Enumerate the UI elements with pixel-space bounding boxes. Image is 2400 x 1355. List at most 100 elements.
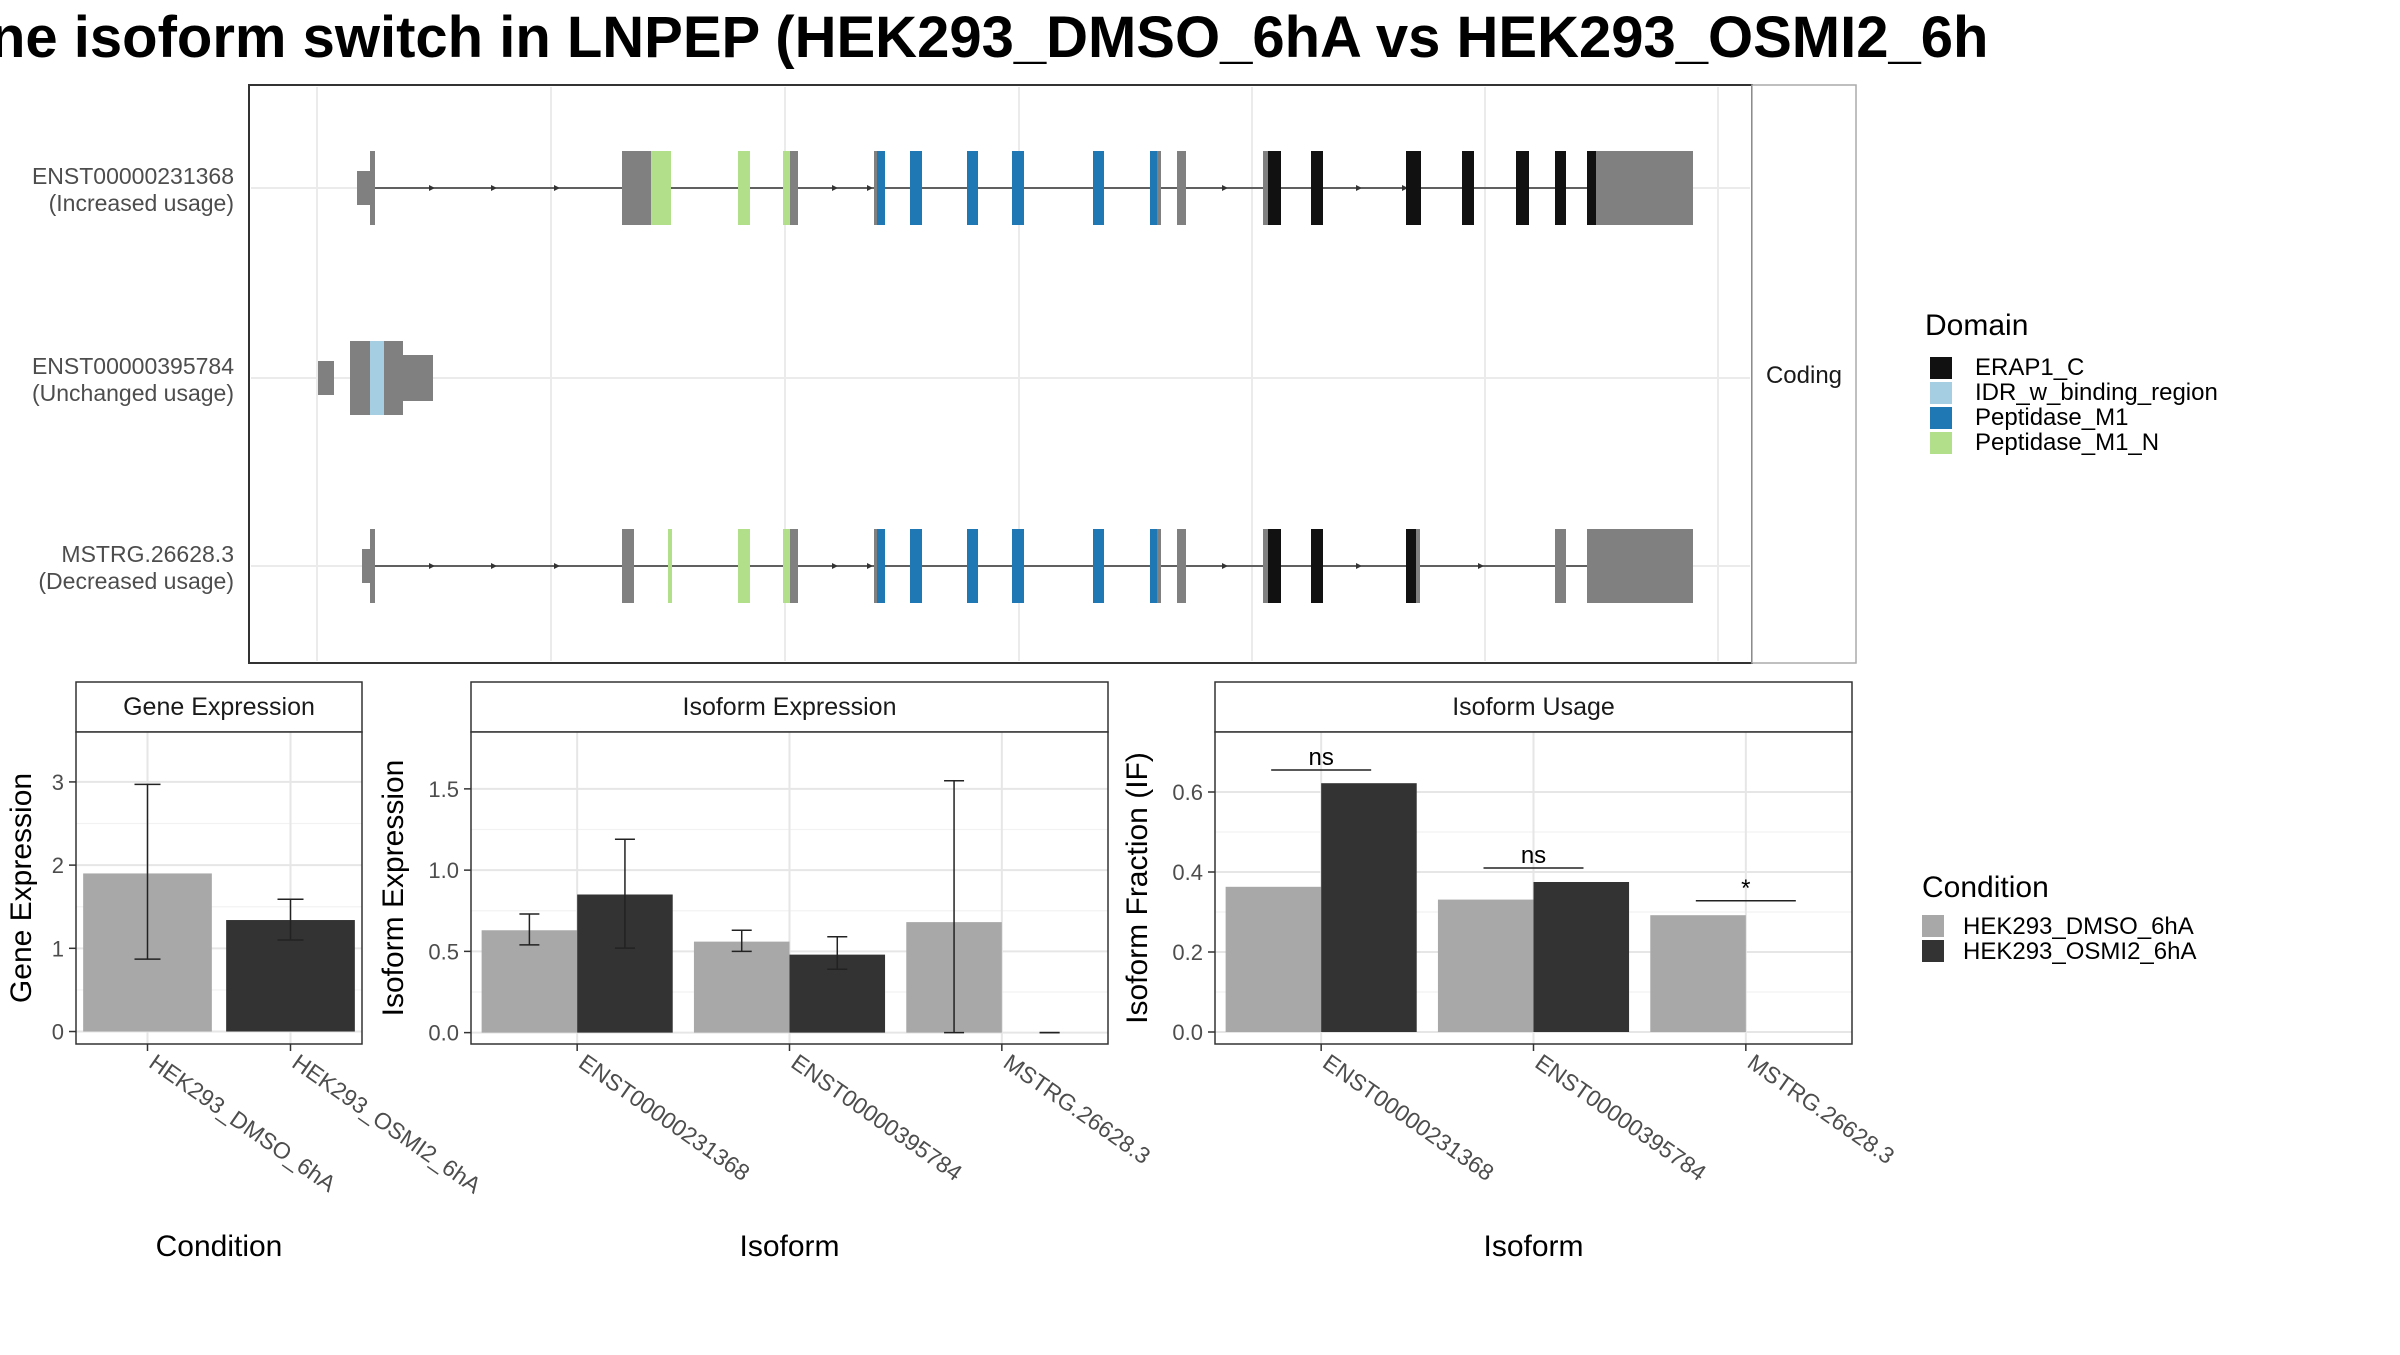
exon	[874, 529, 877, 603]
utr-block	[318, 361, 334, 395]
transcript-id: ENST00000395784	[32, 353, 234, 379]
transcript-usage: (Unchanged usage)	[32, 380, 234, 406]
panel-strip	[75, 681, 363, 733]
domain-peptidase-m1	[1150, 151, 1157, 225]
domain-legend: Domain ERAP1_CIDR_w_binding_regionPeptid…	[1925, 309, 2218, 456]
gene-expression-panel: Gene Expression0123HEK293_DMSO_6hAHEK293…	[5, 681, 486, 1263]
legend-key	[1922, 915, 1944, 937]
x-axis-title: Isoform	[1483, 1230, 1583, 1263]
y-tick-label: 0.5	[428, 939, 459, 964]
transcript-usage: (Decreased usage)	[38, 568, 234, 594]
utr-block	[1602, 151, 1693, 225]
domain-peptidase-m1	[1012, 529, 1024, 603]
strand-arrow	[491, 185, 497, 191]
domain-peptidase-m1	[1093, 529, 1104, 603]
domain-peptidase-m1	[967, 529, 978, 603]
domain-peptidase-m1	[877, 151, 885, 225]
exon	[1587, 529, 1600, 603]
strand-arrow	[1478, 563, 1484, 569]
exon	[1177, 151, 1186, 225]
exon	[874, 151, 877, 225]
domain-erap1-c	[1406, 151, 1421, 225]
y-tick-label: 0.6	[1172, 780, 1203, 805]
legend-label: IDR_w_binding_region	[1975, 379, 2218, 406]
exon	[1263, 151, 1268, 225]
utr-block	[357, 171, 370, 205]
bar	[1533, 882, 1630, 1032]
strand-arrow	[429, 563, 435, 569]
structure-marks	[318, 151, 1693, 603]
utr-block	[362, 549, 370, 583]
domain-legend-title: Domain	[1925, 309, 2028, 342]
strand-arrow	[1222, 563, 1228, 569]
strand-arrow	[554, 185, 560, 191]
utr-block	[403, 355, 433, 401]
y-axis-title: Gene Expression	[5, 773, 38, 1003]
strand-arrow	[832, 185, 838, 191]
x-tick-label: ENST00000395784	[787, 1049, 968, 1186]
exon	[622, 151, 651, 225]
condition-legend-title: Condition	[1922, 871, 2049, 904]
legend-label: Peptidase_M1	[1975, 404, 2128, 431]
exon	[370, 529, 375, 603]
legend-key	[1930, 407, 1952, 429]
domain-erap1-c	[1268, 151, 1281, 225]
legend-label: ERAP1_C	[1975, 354, 2084, 381]
transcript-id: ENST00000231368	[32, 163, 234, 189]
strand-arrow	[867, 185, 873, 191]
domain-peptidase-m1	[910, 529, 922, 603]
domain-erap1-c	[1268, 529, 1281, 603]
exon	[1177, 529, 1186, 603]
significance-label: ns	[1308, 744, 1333, 771]
panel-strip	[1214, 681, 1853, 733]
condition-legend: Condition HEK293_DMSO_6hAHEK293_OSMI2_6h…	[1922, 871, 2196, 965]
facet-strip	[1751, 84, 1857, 664]
x-tick-label: MSTRG.26628.3	[999, 1049, 1155, 1169]
exon	[1596, 151, 1602, 225]
y-tick-label: 0.0	[1172, 1020, 1203, 1045]
exon	[1555, 529, 1566, 603]
panel-title: Gene Expression	[123, 693, 315, 721]
main-title: ne isoform switch in LNPEP (HEK293_DMSO_…	[0, 5, 1988, 70]
strand-arrow	[1356, 185, 1362, 191]
bar	[1650, 915, 1746, 1032]
bar	[1225, 886, 1322, 1032]
panel-title: Isoform Expression	[683, 693, 897, 721]
y-axis-title: Isoform Expression	[377, 760, 410, 1017]
x-axis-title: Isoform	[739, 1230, 839, 1263]
strand-arrow	[1222, 185, 1228, 191]
exon	[1416, 529, 1420, 603]
domain-erap1-c	[1555, 151, 1566, 225]
y-tick-label: 0	[52, 1020, 64, 1045]
legend-key	[1930, 432, 1952, 454]
panel-title: Isoform Usage	[1452, 693, 1615, 721]
exon	[350, 341, 370, 415]
domain-peptidase-m1-n	[738, 529, 750, 603]
exon	[1263, 529, 1268, 603]
bar	[1437, 899, 1534, 1032]
transcript-usage: (Increased usage)	[49, 190, 234, 216]
exon	[622, 529, 634, 603]
bar	[481, 930, 578, 1033]
transcript-id: MSTRG.26628.3	[61, 541, 234, 567]
legend-key	[1922, 940, 1944, 962]
domain-peptidase-m1	[1093, 151, 1104, 225]
domain-erap1-c	[1311, 151, 1323, 225]
domain-peptidase-m1	[967, 151, 978, 225]
y-tick-label: 0.4	[1172, 860, 1203, 885]
domain-erap1-c	[1587, 151, 1596, 225]
exon	[384, 341, 403, 415]
domain-erap1-c	[1516, 151, 1529, 225]
domain-peptidase-m1-n	[783, 529, 790, 603]
domain-peptidase-m1-n	[738, 151, 750, 225]
transcript-labels: ENST00000231368(Increased usage) ENST0000…	[32, 163, 234, 594]
y-tick-label: 1.5	[428, 777, 459, 802]
strand-arrow	[429, 185, 435, 191]
plot-border	[75, 731, 363, 1045]
utr-block	[1600, 529, 1693, 603]
isoform-usage-panel: Isoform Usage ns ns * 0.0 0.2 0.4 0.6 ENST000002…	[1121, 681, 1899, 1263]
significance-label: ns	[1521, 842, 1546, 869]
domain-peptidase-m1	[877, 529, 885, 603]
exon	[790, 151, 798, 225]
